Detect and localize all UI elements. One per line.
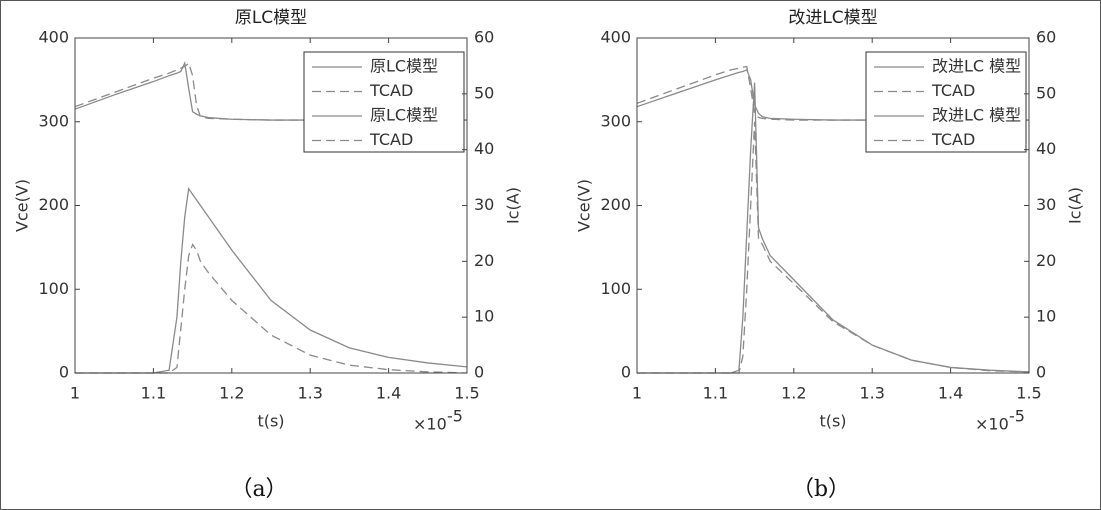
legend-label: 原LC模型 <box>370 57 438 76</box>
chart-title: 原LC模型 <box>235 8 307 28</box>
x-tick-label: 1.5 <box>454 384 479 403</box>
y2-axis-label: Ic(A) <box>1066 187 1085 224</box>
y2-tick-label: 20 <box>474 251 494 270</box>
y2-tick-label: 60 <box>474 28 494 47</box>
y2-tick-label: 50 <box>474 83 494 102</box>
x-tick-label: 1.2 <box>219 384 244 403</box>
y-tick-label: 400 <box>38 28 69 47</box>
x-tick-label: 1.2 <box>781 384 806 403</box>
x-exponent: -5 <box>447 407 463 426</box>
y-tick-label: 100 <box>38 279 69 298</box>
x-axis-label: t(s) <box>819 412 846 431</box>
y-axis-label: Vce(V) <box>13 179 32 232</box>
y2-tick-label: 10 <box>1036 307 1056 326</box>
x-axis-label: t(s) <box>257 412 284 431</box>
y2-tick-label: 0 <box>474 363 484 382</box>
y2-tick-label: 60 <box>1036 28 1056 47</box>
x-tick-label: 1.1 <box>141 384 166 403</box>
y-tick-label: 300 <box>600 111 631 130</box>
x-multiplier: ×10 <box>413 415 447 434</box>
x-exponent: -5 <box>1009 407 1025 426</box>
y-tick-label: 200 <box>600 195 631 214</box>
y2-tick-label: 50 <box>1036 83 1056 102</box>
x-tick-label: 1.3 <box>859 384 884 403</box>
x-tick-label: 1.4 <box>938 384 963 403</box>
y-tick-label: 0 <box>59 363 69 382</box>
y-tick-label: 300 <box>38 111 69 130</box>
y2-tick-label: 20 <box>1036 251 1056 270</box>
chart-title: 改进LC模型 <box>788 8 877 28</box>
legend-label: 原LC模型 <box>370 106 438 125</box>
y-tick-label: 0 <box>621 363 631 382</box>
legend-label: 改进LC 模型 <box>932 106 1021 125</box>
y2-tick-label: 0 <box>1036 363 1046 382</box>
x-tick-label: 1.5 <box>1016 384 1041 403</box>
y2-axis-label: Ic(A) <box>504 187 523 224</box>
y2-tick-label: 10 <box>474 307 494 326</box>
x-multiplier: ×10 <box>975 415 1009 434</box>
y-axis-label: Vce(V) <box>575 179 594 232</box>
legend-box <box>303 51 465 153</box>
y-tick-label: 200 <box>38 195 69 214</box>
y2-tick-label: 40 <box>1036 139 1056 158</box>
y-tick-label: 400 <box>600 28 631 47</box>
caption: （b） <box>792 477 850 502</box>
y-tick-label: 100 <box>600 279 631 298</box>
legend-label: 改进LC 模型 <box>932 57 1021 76</box>
x-tick-label: 1.1 <box>703 384 728 403</box>
y2-tick-label: 40 <box>474 139 494 158</box>
caption: （a） <box>230 477 287 502</box>
legend-label: TCAD <box>369 130 413 149</box>
legend-label: TCAD <box>931 130 975 149</box>
x-tick-label: 1 <box>70 384 80 403</box>
x-tick-label: 1.3 <box>297 384 322 403</box>
x-tick-label: 1.4 <box>376 384 401 403</box>
y2-tick-label: 30 <box>474 195 494 214</box>
legend-label: TCAD <box>931 81 975 100</box>
legend-label: TCAD <box>369 81 413 100</box>
x-tick-label: 1 <box>632 384 642 403</box>
series-line <box>75 187 468 374</box>
y2-tick-label: 30 <box>1036 195 1056 214</box>
legend-box <box>865 51 1027 153</box>
